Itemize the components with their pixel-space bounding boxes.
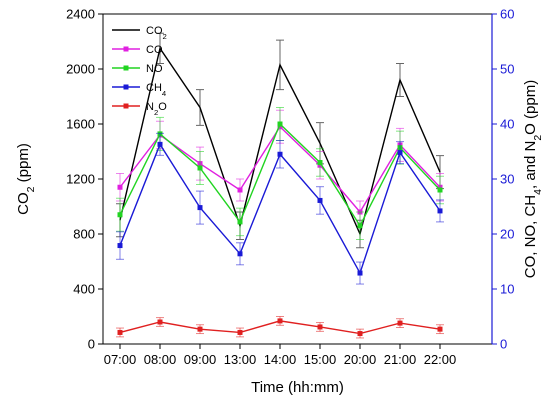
x-tick-label-3: 13:00 — [224, 352, 257, 367]
y-left-tick-label-5: 2000 — [66, 62, 95, 77]
y-right-tick-label-5: 50 — [500, 62, 514, 77]
y-left-tick-label-2: 800 — [73, 227, 95, 242]
data-point-n2o-7 — [397, 320, 403, 326]
y-right-tick-label-3: 30 — [500, 172, 514, 187]
y-left-tick-label-3: 1200 — [66, 172, 95, 187]
data-point-ch4-5 — [317, 197, 323, 203]
data-point-ch4-0 — [117, 243, 123, 249]
y-right-tick-label-2: 20 — [500, 227, 514, 242]
x-tick-label-6: 20:00 — [344, 352, 377, 367]
series-no — [116, 107, 444, 240]
y-right-tick-label-0: 0 — [500, 337, 507, 352]
data-point-n2o-5 — [317, 324, 323, 330]
data-point-co-0 — [117, 184, 123, 190]
legend: CO2 CO NO CH4 N2O — [112, 25, 167, 117]
legend-label-ch4: CH4 — [146, 82, 167, 98]
data-point-ch4-1 — [157, 141, 163, 147]
data-point-no-5 — [317, 160, 323, 165]
series-ch4 — [116, 132, 444, 285]
series-n2o — [116, 316, 444, 339]
data-point-n2o-3 — [237, 329, 243, 335]
data-point-no-3 — [237, 219, 243, 225]
x-axis-title: Time (hh:mm) — [251, 379, 344, 396]
data-point-ch4-6 — [357, 270, 363, 276]
x-tick-label-1: 08:00 — [144, 352, 177, 367]
legend-item-no: NO — [112, 63, 163, 75]
series-co2 — [116, 32, 444, 249]
data-point-no-0 — [117, 212, 123, 218]
data-point-no-2 — [197, 165, 203, 171]
y-left-axis-title: CO2 (ppm) — [15, 143, 37, 215]
legend-item-co2: CO2 — [112, 25, 167, 41]
x-tick-label-0: 07:00 — [104, 352, 137, 367]
data-point-ch4-4 — [277, 151, 283, 157]
y-left-tick-label-6: 2400 — [66, 7, 95, 22]
data-point-ch4-7 — [397, 150, 403, 156]
y-right-tick-label-1: 10 — [500, 282, 514, 297]
x-tick-label-5: 15:00 — [304, 352, 337, 367]
data-point-ch4-8 — [437, 208, 443, 214]
legend-label-co2: CO2 — [146, 25, 167, 41]
legend-swatch-marker-n2o — [123, 103, 129, 109]
legend-item-ch4: CH4 — [112, 82, 167, 98]
legend-item-co: CO — [112, 44, 163, 56]
y-left-tick-label-4: 1600 — [66, 117, 95, 132]
legend-swatch-marker-no — [123, 65, 129, 71]
legend-swatch-marker-co — [123, 46, 129, 52]
data-point-n2o-2 — [197, 326, 203, 332]
data-point-n2o-4 — [277, 318, 283, 324]
data-point-n2o-1 — [157, 319, 163, 325]
data-point-n2o-6 — [357, 331, 363, 337]
y-right-axis-title: CO, NO, CH4, and N2O (ppm) — [522, 80, 544, 278]
y-right-axis-title-group: CO, NO, CH4, and N2O (ppm) — [522, 80, 544, 278]
x-tick-label-4: 14:00 — [264, 352, 297, 367]
legend-label-n2o: N2O — [146, 101, 167, 117]
y-right-tick-label-4: 40 — [500, 117, 514, 132]
plot-area — [116, 32, 444, 339]
axes: 0 400 800 1200 1600 2000 2400 0 10 20 30 40 50 60 07:0… — [15, 7, 544, 397]
x-tick-label-7: 21:00 — [384, 352, 417, 367]
x-tick-label-2: 09:00 — [184, 352, 217, 367]
series-line-co2 — [119, 46, 441, 237]
data-point-ch4-3 — [237, 251, 243, 257]
y-right-tick-label-6: 60 — [500, 7, 514, 22]
y-left-tick-label-1: 400 — [73, 282, 95, 297]
legend-label-co: CO — [146, 44, 163, 56]
y-left-axis-title-group: CO2 (ppm) — [15, 143, 37, 215]
y-left-tick-label-0: 0 — [88, 337, 95, 352]
legend-item-n2o: N2O — [112, 101, 167, 117]
x-tick-label-8: 22:00 — [424, 352, 457, 367]
data-point-n2o-8 — [437, 326, 443, 332]
data-point-no-8 — [437, 187, 443, 193]
legend-label-no: NO — [146, 63, 163, 75]
data-point-co-3 — [237, 187, 243, 193]
data-point-no-4 — [277, 121, 283, 127]
data-point-ch4-2 — [197, 205, 203, 211]
data-point-n2o-0 — [117, 329, 123, 335]
data-point-no-6 — [357, 223, 363, 229]
legend-swatch-marker-ch4 — [123, 84, 129, 90]
